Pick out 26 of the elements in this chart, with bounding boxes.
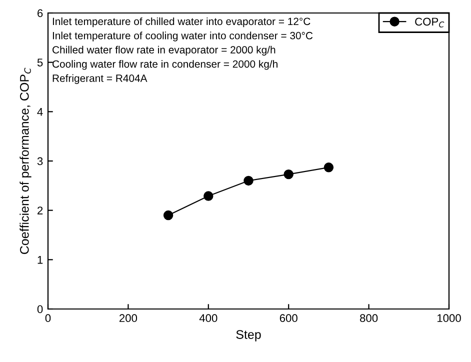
annotation: Refrigerant = R404A	[52, 74, 148, 84]
y-tick-label: 2	[38, 206, 43, 214]
x-axis-title: Step	[236, 330, 261, 342]
y-tick-label: 0	[37, 305, 43, 314]
x-tick-label: 800	[360, 314, 378, 322]
y-tick-label: 6	[38, 9, 43, 18]
y-tick-label: 4	[37, 108, 43, 116]
y-tick-label: 1	[38, 256, 43, 264]
annotation: Chilled water flow rate in evaporator = 2000 kg/h	[52, 46, 276, 56]
point	[204, 191, 214, 201]
x-tick-label: 400	[199, 314, 218, 322]
y-tick-label: 5	[37, 58, 43, 66]
x-tick-label: 1000	[437, 314, 461, 322]
x-tick-label: 0	[45, 314, 51, 322]
annotation: Inlet temperature of chilled water into evaporator = 12°C	[52, 17, 310, 28]
annotation: Cooling water flow rate in condenser = 2000 kg/h	[52, 60, 278, 70]
y-axis-title: Coefficient of performance, COP$_{C}$	[20, 68, 32, 254]
annotation: Inlet temperature of cooling water into condenser = 30°C	[52, 32, 313, 42]
point	[284, 169, 294, 180]
point	[163, 210, 174, 220]
point	[324, 162, 334, 172]
x-tick-label: 600	[280, 314, 298, 322]
y-tick-label: 3	[37, 157, 43, 166]
point	[244, 176, 254, 186]
legend-label: COP$_{C}$	[415, 18, 444, 28]
x-tick-label: 200	[119, 314, 138, 322]
